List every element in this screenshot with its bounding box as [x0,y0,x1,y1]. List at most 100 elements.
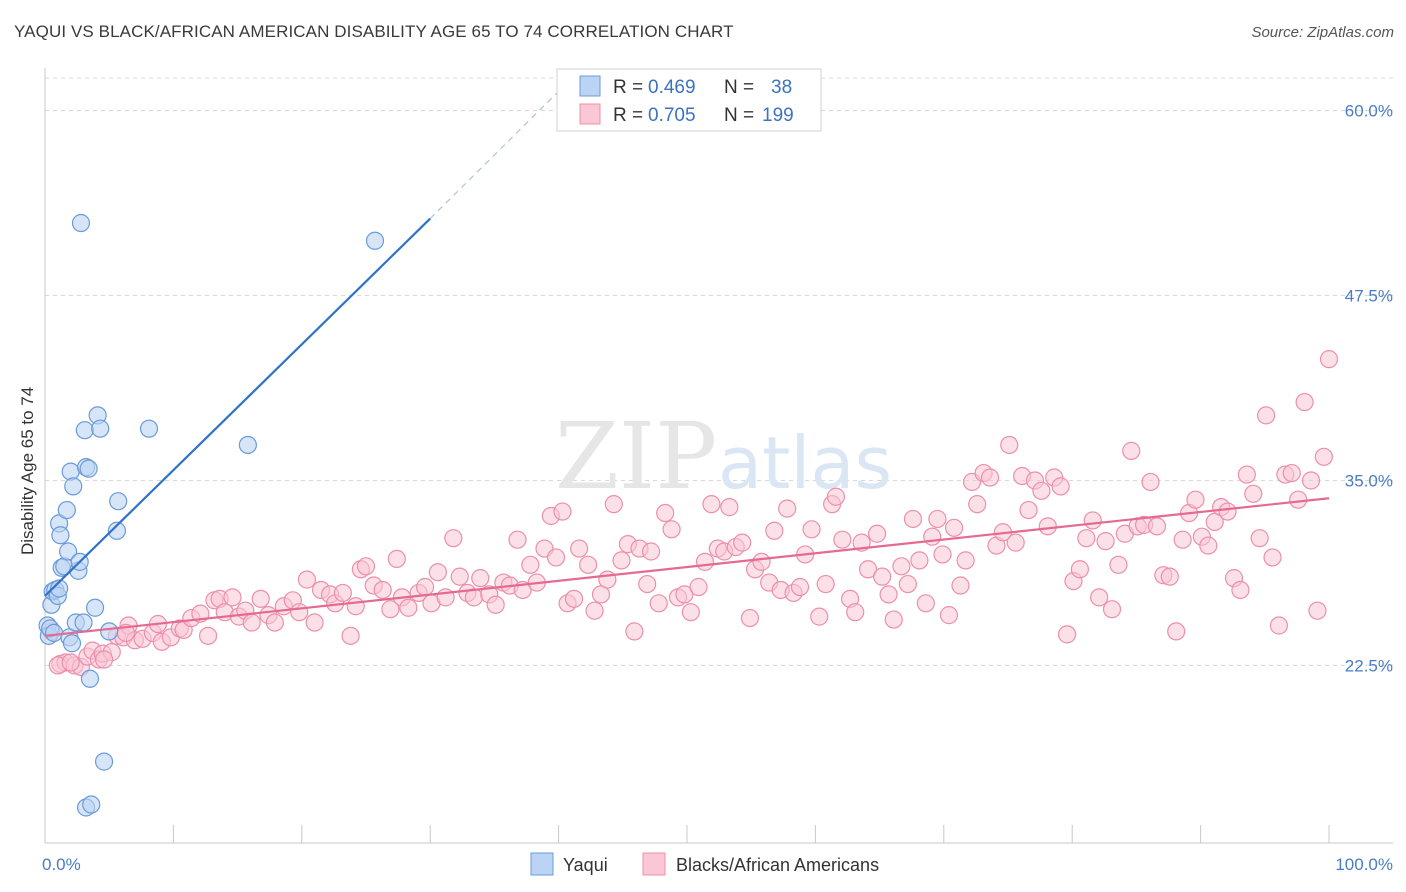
black-point-135 [944,518,964,537]
chart-title: YAQUI VS BLACK/AFRICAN AMERICAN DISABILI… [14,22,734,41]
black-point-147 [1019,500,1038,520]
black-point-183 [1250,529,1269,548]
black-point-82 [612,551,631,570]
black-point-186 [1269,616,1289,635]
black-point-41 [333,583,352,603]
black-point-170 [1167,622,1186,641]
black-point-22 [198,626,218,645]
yaqui-point-18 [64,477,83,496]
yaqui-point-28 [80,669,100,688]
black-point-131 [923,527,942,546]
black-point-167 [1147,517,1167,536]
black-point-191 [1301,471,1321,490]
y-tick-label-1: 35.0% [1345,471,1393,490]
bottom-legend-yaqui: Yaqui [563,855,608,875]
black-point-81 [604,495,623,514]
black-point-181 [1237,465,1256,484]
black-point-117 [833,530,852,549]
black-point-125 [884,610,903,629]
black-point-76 [570,539,589,558]
black-point-193 [1314,447,1333,466]
yaqui-point-38 [238,435,257,455]
black-point-119 [846,603,865,622]
black-point-189 [1289,490,1308,509]
watermark-zip: ZIP [555,403,717,510]
black-point-166 [1141,472,1160,492]
black-point-106 [765,521,784,540]
yaqui-point-16 [61,462,80,481]
trend-lines [44,90,1330,637]
black-point-153 [1057,625,1077,644]
legend-black-n-label: N = [724,105,754,126]
yaqui-point-34 [100,622,119,641]
black-point-128 [903,509,923,529]
black-point-77 [579,555,598,574]
black-point-133 [933,545,952,564]
black-point-182 [1244,484,1263,503]
black-point-29 [242,613,261,632]
axes [44,68,1393,844]
black-point-48 [381,600,400,619]
yaqui-point-30 [85,598,105,617]
black-point-124 [879,585,898,604]
legend-box [556,68,822,132]
black-point-161 [1109,555,1128,574]
black-point-86 [638,574,657,594]
black-point-169 [1160,567,1179,586]
black-point-141 [980,468,1000,487]
yaqui-point-37 [139,419,159,438]
legend-swatch-black [579,103,601,125]
watermark: ZIP atlas [555,403,892,510]
black-point-63 [486,595,505,614]
y-tick-label-2: 47.5% [1345,287,1393,306]
black-point-112 [802,520,821,539]
yaqui-point-14 [59,542,78,561]
black-point-163 [1122,441,1141,460]
yaqui-point-39 [365,231,385,250]
yaqui-point-22 [71,213,91,233]
black-point-26 [223,588,242,607]
black-point-87 [641,542,661,561]
black-point-101 [733,533,752,552]
yaqui-point-13 [57,500,76,520]
yaqui-point-8 [50,579,69,598]
black-point-84 [625,622,644,641]
yaqui-point-24 [75,421,94,440]
black-point-93 [681,603,700,622]
bottom-legend-swatch-black [642,852,666,876]
x-tick-label-1: 100.0% [1335,855,1393,874]
y-tick-label-0: 22.5% [1345,656,1393,675]
black-point-94 [689,577,708,597]
black-point-122 [867,524,887,543]
black-point-121 [858,560,878,579]
black-point-127 [898,574,917,594]
yaqui-trend-line [44,217,431,597]
black-point-99 [720,498,739,517]
black-point-72 [546,548,566,567]
yaqui-point-29 [82,795,101,814]
black-point-88 [649,594,668,613]
bottom-legend-swatch-yaqui [530,852,554,876]
black-point-96 [702,495,721,514]
black-point-171 [1173,530,1192,549]
black-point-110 [790,577,810,597]
legend-yaqui-r-label: R = [613,77,643,98]
black-point-90 [662,520,681,539]
black-point-175 [1199,536,1218,555]
black-point-132 [928,509,947,529]
black-point-123 [873,567,892,586]
yaqui-point-27 [79,459,98,478]
black-series-points [42,350,1339,677]
black-point-149 [1032,481,1051,500]
black-point-37 [305,613,324,632]
black-point-136 [951,576,970,595]
black-point-51 [399,598,418,617]
black-point-152 [1051,477,1070,496]
black-point-173 [1186,490,1205,509]
black-point-61 [471,569,490,588]
bottom-legend: Yaqui Blacks/African Americans [530,852,879,876]
legend-yaqui-r-value: 0.469 [648,77,696,98]
black-point-32 [265,613,284,632]
black-point-157 [1083,511,1102,530]
